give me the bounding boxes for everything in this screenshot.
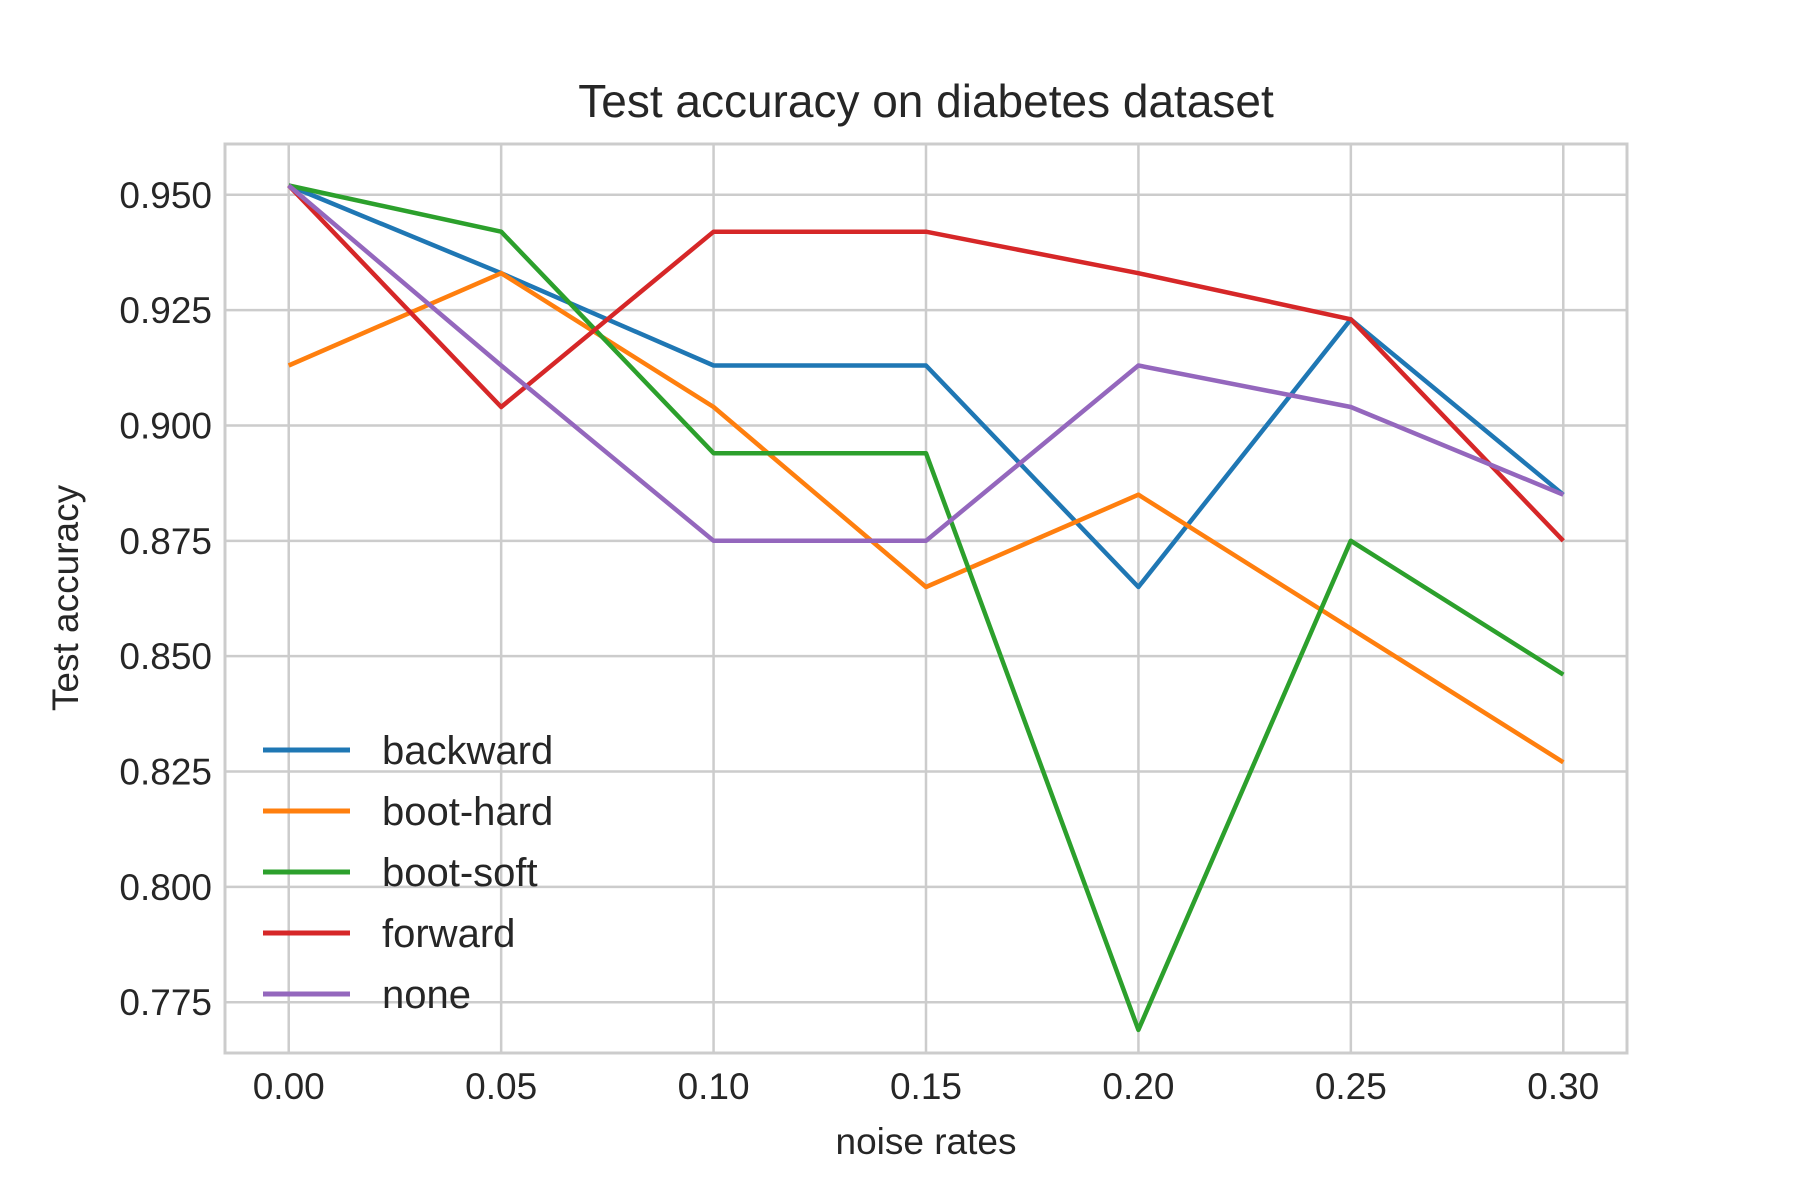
x-tick-label: 0.05 (465, 1066, 537, 1107)
y-tick-label: 0.900 (119, 405, 212, 446)
y-axis-label: Test accuracy (45, 484, 86, 711)
x-tick-label: 0.30 (1527, 1066, 1599, 1107)
series-line-none (287, 183, 1565, 544)
x-tick-label: 0.15 (890, 1066, 962, 1107)
series-line-boot-hard (287, 270, 1565, 765)
chart-title: Test accuracy on diabetes dataset (578, 75, 1274, 127)
x-tick-label: 0.00 (253, 1066, 325, 1107)
plot-frame (223, 142, 1629, 1055)
y-tick-label: 0.850 (119, 636, 212, 677)
x-tick-labels: 0.00 0.05 0.10 0.15 0.20 0.25 0.30 (253, 1066, 1600, 1107)
x-axis-label: noise rates (836, 1121, 1017, 1162)
y-tick-label: 0.925 (119, 290, 212, 331)
y-tick-label: 0.775 (119, 982, 212, 1023)
legend-label-boot-soft: boot-soft (382, 851, 538, 895)
x-tick-label: 0.20 (1102, 1066, 1174, 1107)
y-tick-label: 0.800 (119, 867, 212, 908)
series-line-boot-soft (288, 183, 1565, 1033)
series-line-forward (287, 183, 1565, 543)
legend-label-boot-hard: boot-hard (382, 790, 553, 834)
legend-label-forward: forward (382, 912, 515, 956)
y-tick-label: 0.875 (119, 521, 212, 562)
x-tick-label: 0.10 (678, 1066, 750, 1107)
legend-label-none: none (382, 973, 471, 1017)
y-tick-label: 0.950 (119, 175, 212, 216)
y-tick-label: 0.825 (119, 752, 212, 793)
legend-label-backward: backward (382, 729, 553, 773)
y-tick-labels: 0.775 0.800 0.825 0.850 0.875 0.900 0.925 0.950 (119, 175, 212, 1023)
legend: backward boot-hard boot-soft forward none (263, 729, 553, 1017)
x-tick-label: 0.25 (1315, 1066, 1387, 1107)
series-lines (287, 183, 1565, 1033)
